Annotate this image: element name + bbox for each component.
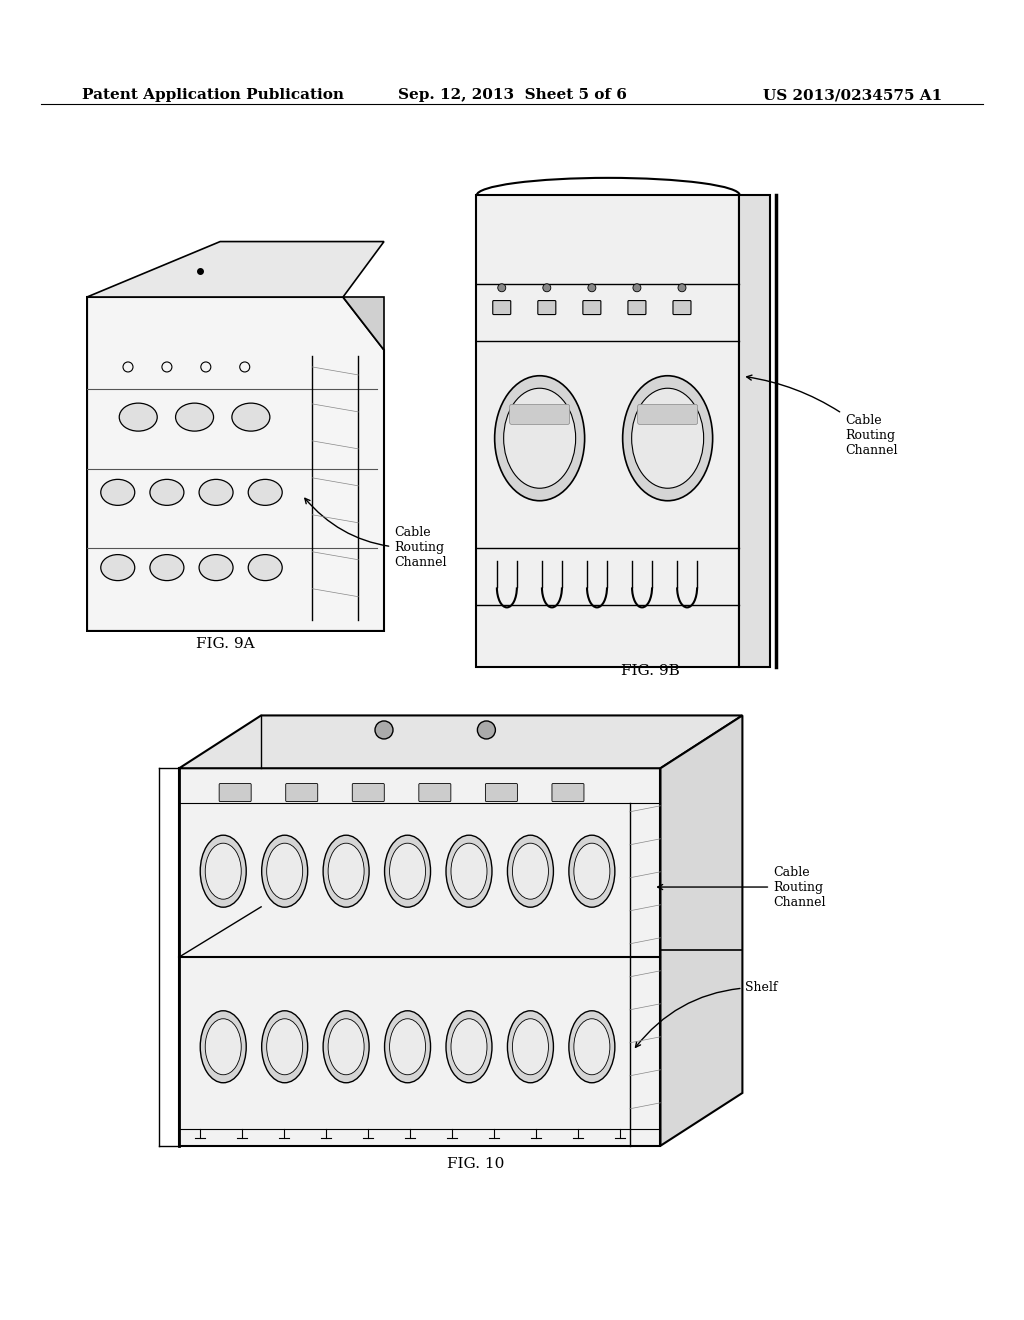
Ellipse shape [446,836,492,907]
Ellipse shape [248,554,283,581]
Ellipse shape [201,836,246,907]
FancyBboxPatch shape [538,301,556,314]
Circle shape [375,721,393,739]
FancyBboxPatch shape [352,784,384,801]
Ellipse shape [175,403,214,432]
Polygon shape [179,715,742,768]
Ellipse shape [512,843,549,899]
Ellipse shape [389,1019,426,1074]
Ellipse shape [389,843,426,899]
Ellipse shape [150,479,184,506]
Ellipse shape [248,479,283,506]
Circle shape [633,284,641,292]
Circle shape [588,284,596,292]
Text: Sep. 12, 2013  Sheet 5 of 6: Sep. 12, 2013 Sheet 5 of 6 [397,88,627,102]
Polygon shape [87,297,384,631]
Text: US 2013/0234575 A1: US 2013/0234575 A1 [763,88,942,102]
Text: Cable
Routing
Channel: Cable Routing Channel [746,375,897,457]
Ellipse shape [262,836,307,907]
FancyBboxPatch shape [628,301,646,314]
FancyBboxPatch shape [485,784,517,801]
Ellipse shape [262,1011,307,1082]
Circle shape [477,721,496,739]
Ellipse shape [512,1019,549,1074]
Polygon shape [179,768,660,1146]
Ellipse shape [328,1019,365,1074]
Circle shape [543,284,551,292]
Ellipse shape [100,479,135,506]
Polygon shape [660,715,742,1146]
Ellipse shape [495,376,585,500]
Polygon shape [87,242,384,297]
FancyBboxPatch shape [419,784,451,801]
Ellipse shape [451,843,487,899]
Ellipse shape [201,1011,246,1082]
Text: FIG. 9A: FIG. 9A [196,638,255,651]
Ellipse shape [504,388,575,488]
Text: Patent Application Publication: Patent Application Publication [82,88,344,102]
Text: FIG. 10: FIG. 10 [447,1158,505,1171]
Ellipse shape [508,1011,553,1082]
Text: Shelf: Shelf [636,981,778,1047]
Ellipse shape [385,1011,430,1082]
Polygon shape [343,297,384,350]
Polygon shape [739,195,770,667]
Polygon shape [476,195,739,667]
Ellipse shape [569,836,614,907]
FancyBboxPatch shape [638,404,697,425]
Text: FIG. 9B: FIG. 9B [621,664,680,677]
Ellipse shape [328,843,365,899]
Ellipse shape [266,843,303,899]
Ellipse shape [573,1019,610,1074]
Ellipse shape [446,1011,492,1082]
FancyBboxPatch shape [493,301,511,314]
Ellipse shape [100,554,135,581]
Ellipse shape [205,843,242,899]
Ellipse shape [632,388,703,488]
Ellipse shape [573,843,610,899]
Ellipse shape [623,376,713,500]
Ellipse shape [569,1011,614,1082]
FancyBboxPatch shape [286,784,317,801]
FancyBboxPatch shape [583,301,601,314]
Ellipse shape [199,554,233,581]
Ellipse shape [150,554,184,581]
Circle shape [678,284,686,292]
Ellipse shape [266,1019,303,1074]
Ellipse shape [205,1019,242,1074]
Ellipse shape [119,403,158,432]
Ellipse shape [324,1011,369,1082]
Ellipse shape [508,836,553,907]
Ellipse shape [451,1019,487,1074]
FancyBboxPatch shape [510,404,569,425]
Text: Cable
Routing
Channel: Cable Routing Channel [305,499,446,569]
FancyBboxPatch shape [673,301,691,314]
Ellipse shape [324,836,369,907]
Ellipse shape [199,479,233,506]
FancyBboxPatch shape [219,784,251,801]
Ellipse shape [385,836,430,907]
FancyBboxPatch shape [552,784,584,801]
Text: Cable
Routing
Channel: Cable Routing Channel [657,866,825,908]
Circle shape [498,284,506,292]
Ellipse shape [231,403,270,432]
